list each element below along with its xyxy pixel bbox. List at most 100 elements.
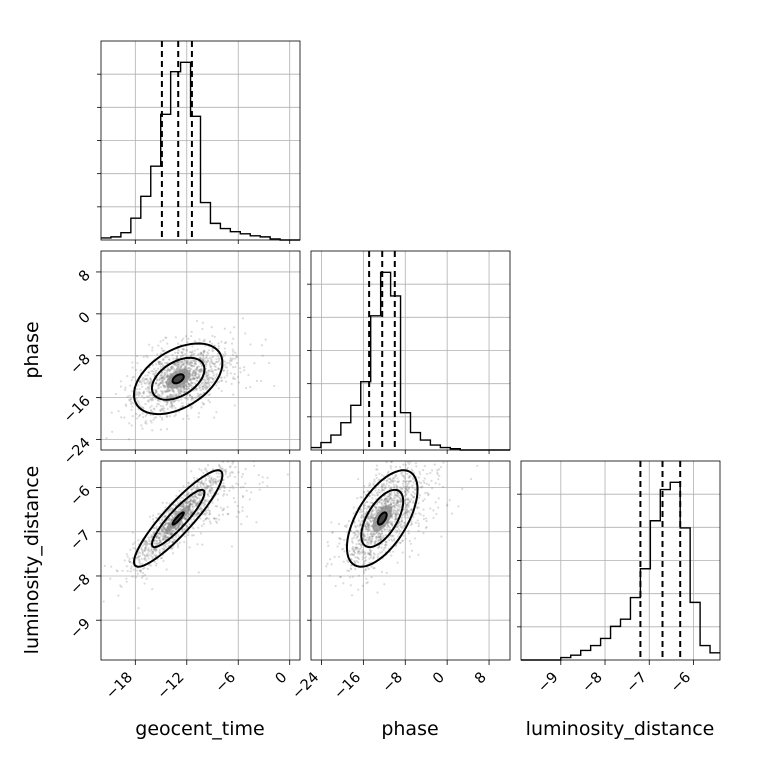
sample-point (191, 397, 194, 400)
sample-point (407, 504, 411, 507)
sample-point (154, 554, 157, 557)
sample-point (363, 533, 366, 536)
sample-point (223, 486, 226, 490)
sample-point (165, 395, 169, 398)
sample-point (208, 513, 211, 516)
sample-point (218, 518, 221, 521)
sample-point (145, 553, 149, 556)
sample-point (168, 369, 171, 372)
sample-point (182, 391, 185, 394)
sample-point (359, 508, 363, 511)
sample-point (124, 386, 127, 389)
sample-point (396, 504, 399, 507)
sample-point (189, 498, 192, 502)
sample-point (369, 533, 373, 536)
sample-point (372, 556, 375, 559)
sample-point (205, 509, 208, 512)
sample-point (151, 518, 155, 521)
sample-point (159, 381, 162, 384)
sample-point (148, 343, 151, 346)
sample-point (394, 503, 397, 507)
sample-point (212, 479, 215, 482)
sample-point (170, 530, 173, 533)
sample-point (366, 581, 369, 584)
sample-point (381, 529, 384, 532)
sample-point (386, 471, 390, 475)
sample-point (208, 474, 211, 478)
sample-point (366, 536, 369, 539)
sample-point (208, 393, 212, 396)
sample-point (187, 500, 191, 503)
sample-point (158, 400, 161, 403)
sample-point (164, 523, 167, 526)
sample-point (169, 369, 172, 372)
sample-point (153, 530, 156, 534)
sample-point (150, 548, 153, 551)
sample-point (205, 469, 208, 473)
sample-point (136, 572, 139, 575)
sample-point (160, 376, 164, 379)
sample-point (197, 394, 200, 397)
sample-point (365, 507, 368, 510)
sample-point (364, 569, 367, 572)
sample-point (373, 480, 376, 483)
sample-point (224, 365, 227, 369)
sample-point (349, 584, 352, 587)
sample-point (353, 532, 356, 535)
sample-point (178, 489, 181, 492)
sample-point (167, 509, 171, 512)
sample-point (203, 381, 206, 384)
sample-point (173, 362, 176, 365)
sample-point (198, 368, 201, 372)
sample-point (184, 360, 187, 363)
sample-point (397, 528, 400, 531)
sample-point (171, 540, 175, 544)
sample-point (258, 482, 261, 485)
sample-point (205, 388, 208, 391)
sample-point (204, 378, 207, 381)
sample-point (413, 537, 417, 540)
sample-point (218, 488, 222, 491)
sample-point (391, 534, 394, 537)
sample-point (356, 556, 359, 559)
sample-point (375, 537, 378, 540)
sample-point (407, 501, 410, 505)
sample-point (378, 544, 381, 548)
sample-point (210, 326, 213, 329)
sample-point (190, 385, 193, 388)
sample-point (166, 402, 169, 405)
sample-point (190, 353, 193, 357)
sample-point (260, 379, 263, 383)
sample-point (383, 503, 386, 506)
sample-point (192, 500, 195, 503)
sample-point (395, 501, 398, 504)
sample-point (208, 377, 211, 380)
sample-point (163, 371, 167, 374)
sample-point (260, 344, 264, 347)
sample-point (200, 351, 203, 355)
sample-point (213, 517, 216, 520)
sample-point (402, 524, 406, 527)
sample-point (217, 367, 220, 371)
sample-point (357, 561, 360, 564)
sample-point (375, 503, 378, 506)
sample-point (402, 485, 405, 488)
sample-point (160, 409, 163, 412)
sample-point (391, 512, 395, 516)
sample-point (394, 512, 397, 515)
sample-point (144, 547, 147, 550)
sample-point (155, 539, 158, 542)
sample-point (207, 508, 210, 512)
sample-point (161, 530, 165, 533)
sample-point (233, 404, 236, 407)
sample-point (379, 537, 382, 541)
sample-point (230, 382, 233, 385)
sample-point (154, 382, 157, 385)
sample-point (368, 548, 372, 551)
sample-point (190, 361, 194, 365)
sample-point (370, 554, 373, 557)
contour-core (171, 511, 185, 526)
sample-point (168, 394, 171, 398)
sample-point (192, 372, 195, 375)
sample-point (365, 527, 368, 530)
